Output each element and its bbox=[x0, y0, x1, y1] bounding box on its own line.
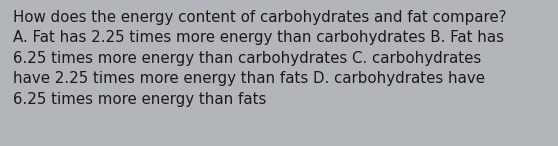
Text: How does the energy content of carbohydrates and fat compare?
A. Fat has 2.25 ti: How does the energy content of carbohydr… bbox=[13, 10, 507, 107]
